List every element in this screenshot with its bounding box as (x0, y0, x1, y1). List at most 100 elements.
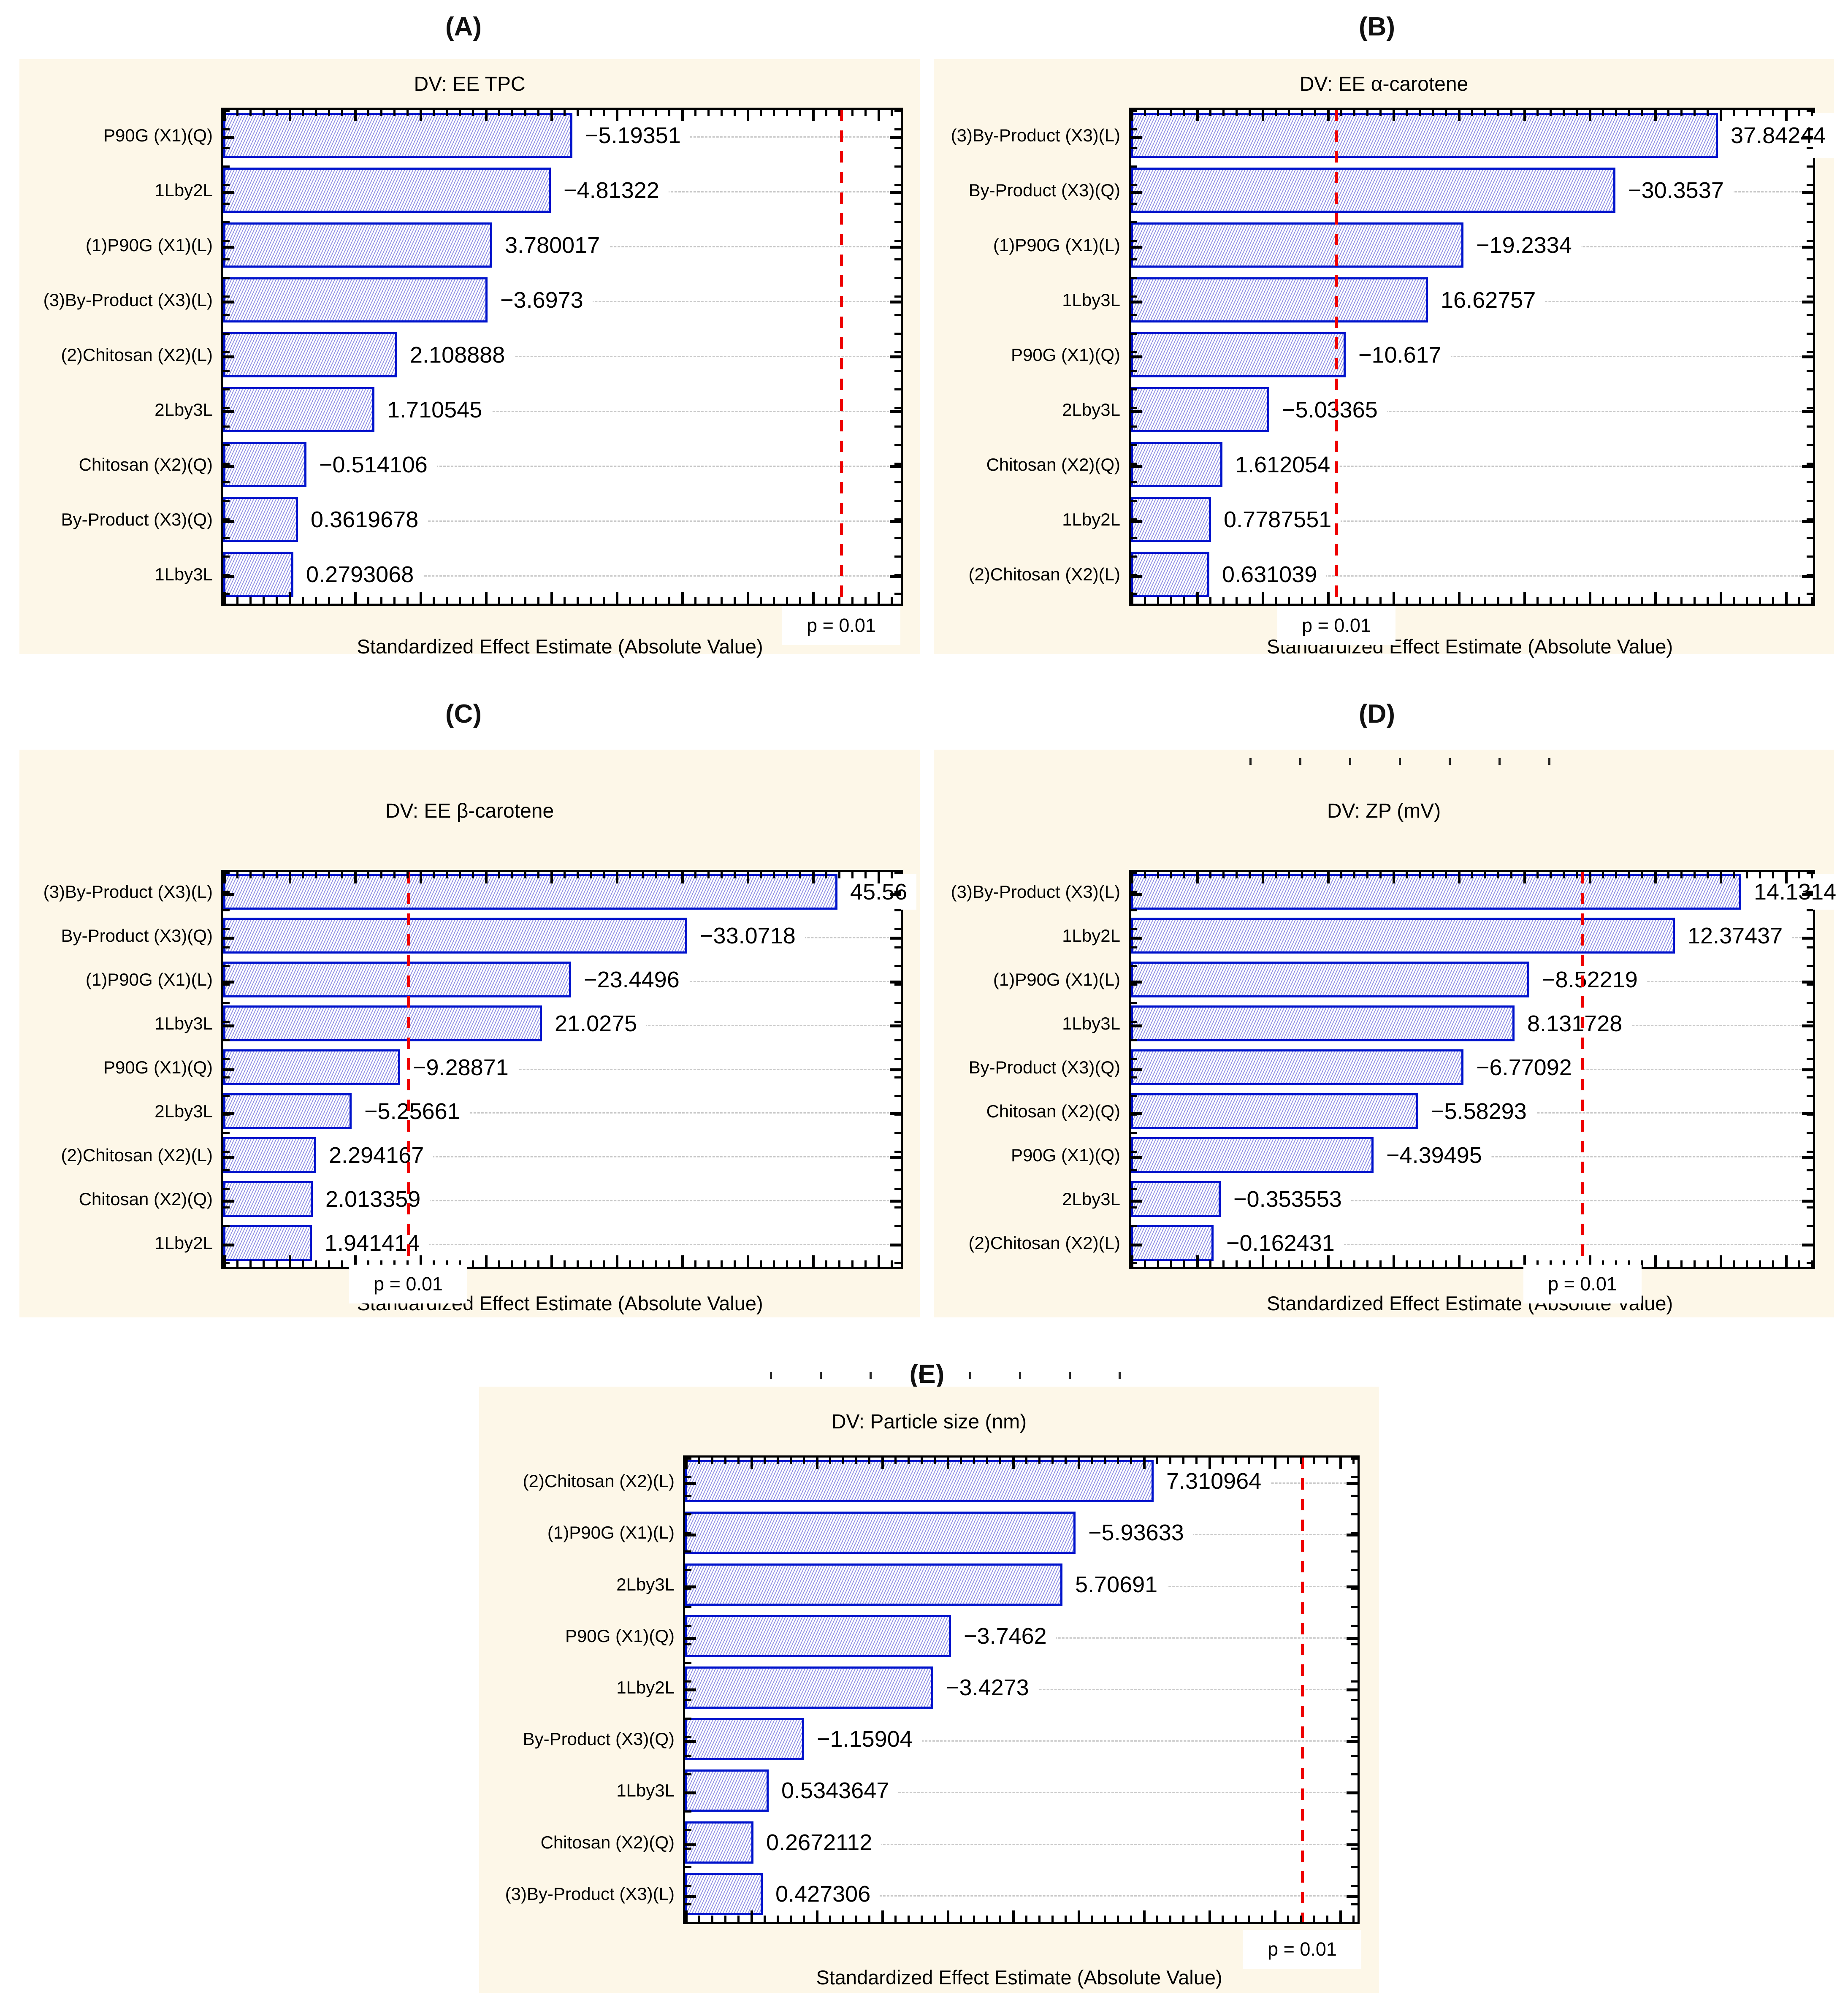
clipped-axis-artifact (1249, 758, 1583, 765)
y-axis-tick (890, 937, 901, 940)
bar-row: −5.03365 (1131, 387, 1813, 432)
bar (1131, 113, 1718, 158)
significance-line (407, 872, 410, 1267)
category-label: Chitosan (X2)(Q) (79, 454, 213, 474)
y-axis-tick (1131, 1244, 1142, 1246)
y-axis-tick (685, 1637, 696, 1640)
category-label: 2Lby3L (1062, 1189, 1120, 1209)
category-label: P90G (X1)(Q) (1011, 1145, 1120, 1165)
gridline (223, 356, 901, 357)
y-axis-tick (890, 410, 901, 413)
y-axis-tick (1131, 191, 1142, 194)
category-label: (2)Chitosan (X2)(L) (968, 1233, 1120, 1253)
gridline (1131, 356, 1813, 357)
value-label: −5.93633 (1076, 1512, 1193, 1554)
category-label: By-Product (X3)(Q) (523, 1729, 675, 1749)
y-axis-tick (1802, 301, 1813, 303)
pareto-panel-d: DV: ZP (mV) (3)By-Product (X3)(L) 14.1314 1… (934, 750, 1846, 1317)
y-axis-tick (223, 1200, 234, 1203)
panel-letter-a: (A) (445, 12, 482, 41)
category-label: (2)Chitosan (X2)(L) (523, 1471, 675, 1491)
category-label: By-Product (X3)(Q) (968, 1057, 1120, 1077)
p-value-label: p = 0.01 (349, 1265, 467, 1303)
y-axis-tick (1347, 1637, 1358, 1640)
category-label: 1Lby3L (1062, 290, 1120, 310)
y-axis-tick (1802, 1068, 1813, 1071)
bar (685, 1460, 1154, 1502)
axis-tick-strip (223, 1260, 901, 1267)
gridline (223, 1156, 901, 1157)
significance-line (840, 110, 843, 604)
value-label: 0.2793068 (293, 552, 423, 597)
category-label: (3)By-Product (X3)(L) (43, 290, 213, 310)
p-value-label: p = 0.01 (782, 606, 900, 645)
bar (685, 1666, 933, 1709)
category-label: By-Product (X3)(Q) (61, 925, 213, 946)
value-label: −6.77092 (1463, 1049, 1581, 1085)
y-axis-tick (1131, 1156, 1142, 1159)
y-axis-tick (1131, 410, 1142, 413)
gridline (223, 1244, 901, 1245)
bar (685, 1512, 1076, 1554)
pareto-panel-a: DV: EE TPC P90G (X1)(Q) −5.19351 1Lby2L −4.8… (19, 59, 920, 658)
y-axis-tick (1131, 1200, 1142, 1203)
bar (1131, 168, 1615, 213)
x-axis-label: Standardized Effect Estimate (Absolute V… (1266, 635, 1673, 658)
bar-row: 0.7787551 (1131, 497, 1813, 542)
bar-row: 0.427306 (685, 1873, 1358, 1915)
category-label: 2Lby3L (154, 1101, 213, 1121)
y-axis-tick (223, 1068, 234, 1071)
bar (1131, 222, 1463, 268)
y-axis-tick (1131, 1024, 1142, 1027)
category-label: 2Lby3L (616, 1574, 675, 1594)
bar (223, 1005, 542, 1041)
y-axis-tick (223, 410, 234, 413)
bar-row: 1.612054 (1131, 442, 1813, 487)
bar (223, 962, 571, 997)
bar-row: 14.1314 (1131, 874, 1846, 910)
value-label: −10.617 (1346, 332, 1451, 377)
bar (1131, 1225, 1214, 1261)
y-axis-tick (223, 301, 234, 303)
bar (685, 1563, 1062, 1606)
y-axis-tick (1802, 246, 1813, 249)
y-axis-tick (1347, 1843, 1358, 1846)
gridline (223, 411, 901, 412)
y-axis-tick (685, 1534, 696, 1536)
y-axis-tick (890, 136, 901, 139)
y-axis-tick (1347, 1534, 1358, 1536)
y-axis-tick (1131, 575, 1142, 578)
category-label: (3)By-Product (X3)(L) (951, 125, 1120, 145)
bar-row: −8.52219 (1131, 962, 1813, 997)
y-axis-tick (1802, 893, 1813, 896)
bar-row: −3.7462 (685, 1615, 1358, 1657)
category-label: 1Lby2L (1062, 925, 1120, 946)
axis-tick-strip (1131, 597, 1813, 604)
y-axis-tick (890, 520, 901, 523)
bar (1131, 1005, 1515, 1041)
x-axis-label: Standardized Effect Estimate (Absolute V… (357, 1292, 763, 1314)
bar-row: 1.941414 (223, 1225, 901, 1261)
bar (223, 1049, 400, 1085)
bar (1131, 497, 1211, 542)
category-label: 1Lby2L (1062, 509, 1120, 529)
y-axis-tick (1131, 246, 1142, 249)
bar (223, 1225, 312, 1261)
value-label: 0.5343647 (769, 1769, 899, 1812)
bar-row: 2.013359 (223, 1181, 901, 1217)
bar (223, 277, 488, 322)
value-label: −3.4273 (933, 1666, 1038, 1709)
y-axis-tick (1802, 191, 1813, 194)
y-axis-tick (1347, 1688, 1358, 1691)
gridline (685, 1792, 1358, 1793)
category-label: By-Product (X3)(Q) (968, 180, 1120, 200)
value-label: 0.631039 (1209, 552, 1327, 597)
y-axis-tick (890, 355, 901, 358)
bar (685, 1873, 763, 1915)
panel-letter-d: (D) (1358, 699, 1395, 729)
bar-row: 7.310964 (685, 1460, 1358, 1502)
category-label: P90G (X1)(Q) (565, 1626, 675, 1646)
y-axis-tick (685, 1585, 696, 1588)
y-axis-tick (1802, 136, 1813, 139)
y-axis-tick (890, 893, 901, 896)
